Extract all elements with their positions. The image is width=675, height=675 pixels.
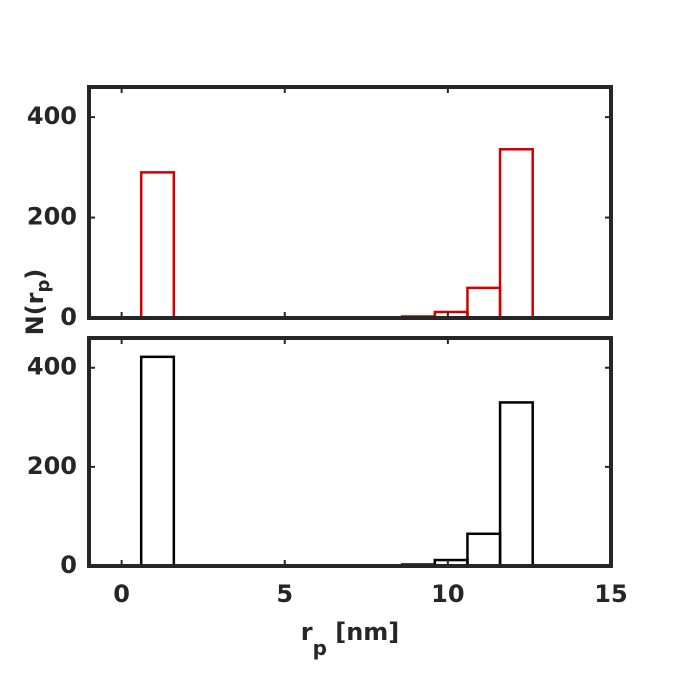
y-label-main: N(r xyxy=(21,292,49,335)
y-tick-label: 400 xyxy=(27,353,77,381)
histogram-bar xyxy=(139,355,176,568)
x-label-sub: p xyxy=(313,636,327,660)
x-tick-label: 10 xyxy=(431,580,464,608)
y-tick-label: 200 xyxy=(27,452,77,480)
histogram-bar xyxy=(498,401,534,568)
histogram-bar xyxy=(466,286,502,320)
y-tick-label: 400 xyxy=(27,102,77,130)
x-axis-label: rp [nm] xyxy=(301,618,400,660)
axes-frame xyxy=(87,336,613,568)
histogram-bar xyxy=(139,171,176,320)
histogram-bar xyxy=(466,532,502,568)
x-tick-label: 15 xyxy=(594,580,627,608)
y-label-sub: p xyxy=(33,279,54,292)
axes-frame xyxy=(87,85,613,320)
x-label-end: [nm] xyxy=(327,618,399,646)
x-label-main: r xyxy=(301,618,313,646)
x-tick-label: 5 xyxy=(276,580,293,608)
y-tick-label: 0 xyxy=(60,303,77,331)
histogram-bar xyxy=(498,148,534,320)
x-tick-label: 0 xyxy=(113,580,130,608)
y-tick-label: 200 xyxy=(27,203,77,231)
y-label-end: ) xyxy=(21,269,49,280)
y-tick-label: 0 xyxy=(60,551,77,579)
y-axis-label: N(rp) xyxy=(21,269,54,336)
